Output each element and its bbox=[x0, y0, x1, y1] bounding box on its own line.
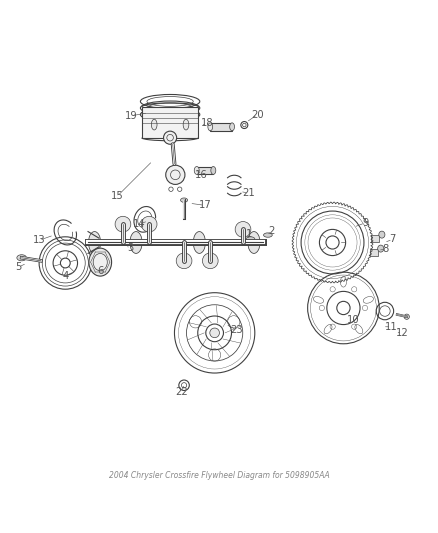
Text: 20: 20 bbox=[251, 110, 264, 119]
Ellipse shape bbox=[130, 231, 142, 253]
Ellipse shape bbox=[152, 119, 157, 130]
Text: 18: 18 bbox=[201, 118, 213, 128]
Ellipse shape bbox=[264, 233, 272, 237]
Ellipse shape bbox=[378, 245, 384, 252]
Circle shape bbox=[141, 216, 157, 232]
Text: 5: 5 bbox=[15, 262, 21, 272]
Bar bbox=[197, 166, 213, 174]
Ellipse shape bbox=[208, 123, 213, 131]
Text: 11: 11 bbox=[385, 322, 398, 332]
Text: 2: 2 bbox=[268, 225, 275, 236]
Ellipse shape bbox=[89, 248, 112, 276]
Text: 1: 1 bbox=[246, 229, 252, 239]
Ellipse shape bbox=[230, 123, 234, 131]
Ellipse shape bbox=[88, 231, 101, 253]
Text: 2004 Chrysler Crossfire Flywheel Diagram for 5098905AA: 2004 Chrysler Crossfire Flywheel Diagram… bbox=[109, 471, 329, 480]
Circle shape bbox=[202, 253, 218, 269]
Text: 14: 14 bbox=[133, 219, 146, 229]
Text: 23: 23 bbox=[230, 325, 243, 335]
Circle shape bbox=[176, 253, 192, 269]
Text: 21: 21 bbox=[242, 188, 255, 198]
Ellipse shape bbox=[211, 166, 216, 174]
Circle shape bbox=[163, 131, 177, 144]
Circle shape bbox=[235, 222, 251, 237]
Text: 9: 9 bbox=[362, 218, 368, 228]
Circle shape bbox=[166, 165, 185, 184]
Bar bbox=[210, 123, 232, 131]
Ellipse shape bbox=[194, 166, 199, 174]
Circle shape bbox=[404, 314, 410, 319]
Ellipse shape bbox=[246, 237, 255, 241]
Ellipse shape bbox=[93, 254, 107, 271]
Text: 22: 22 bbox=[176, 387, 188, 397]
Text: 10: 10 bbox=[347, 315, 360, 325]
Circle shape bbox=[210, 328, 219, 338]
Bar bbox=[370, 248, 378, 256]
Text: 6: 6 bbox=[97, 266, 103, 276]
Ellipse shape bbox=[193, 231, 205, 253]
Text: 17: 17 bbox=[199, 200, 212, 211]
Circle shape bbox=[115, 216, 131, 232]
Text: 8: 8 bbox=[383, 244, 389, 254]
Text: 13: 13 bbox=[33, 235, 46, 245]
Ellipse shape bbox=[183, 119, 189, 130]
Ellipse shape bbox=[379, 231, 385, 238]
Ellipse shape bbox=[180, 198, 187, 203]
Ellipse shape bbox=[17, 255, 26, 261]
Text: 4: 4 bbox=[62, 271, 68, 281]
Text: 3: 3 bbox=[128, 243, 134, 253]
Text: 16: 16 bbox=[195, 170, 208, 180]
Bar bbox=[142, 107, 198, 138]
Ellipse shape bbox=[248, 231, 260, 253]
Text: 15: 15 bbox=[111, 191, 124, 201]
Text: 12: 12 bbox=[396, 328, 409, 338]
Text: 19: 19 bbox=[124, 111, 137, 121]
Text: 7: 7 bbox=[389, 235, 396, 245]
Bar bbox=[371, 235, 379, 241]
